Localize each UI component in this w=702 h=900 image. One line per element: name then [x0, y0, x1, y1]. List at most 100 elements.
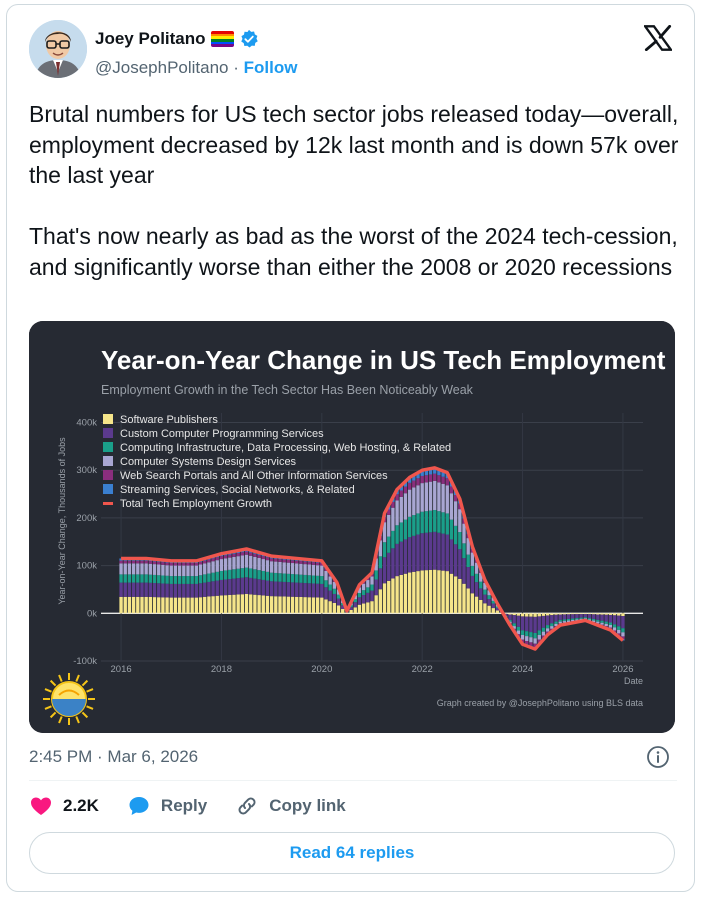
stacked-bar-segment	[320, 583, 324, 598]
stacked-bar-segment	[596, 614, 600, 620]
stacked-bar-segment	[441, 471, 445, 477]
stacked-bar-segment	[361, 583, 366, 591]
y-tick-label: 200k	[76, 513, 97, 524]
stacked-bar-segment	[617, 626, 621, 630]
stacked-bar-segment	[257, 570, 261, 580]
stacked-bar-segment	[307, 564, 311, 576]
stacked-bar-segment	[412, 487, 416, 516]
stacked-bar-segment	[219, 556, 224, 560]
stacked-bar-segment	[161, 564, 165, 576]
stacked-bar-segment	[441, 512, 445, 534]
stacked-bar-segment	[203, 560, 207, 564]
tweet-media-chart[interactable]: Year-on-Year Change in US Tech Employmen…	[29, 321, 675, 733]
stacked-bar-segment	[236, 568, 240, 579]
stacked-bar-segment	[345, 612, 349, 614]
stacked-bar-segment	[157, 597, 161, 614]
stacked-bar-segment	[424, 482, 429, 512]
stacked-bar-segment	[311, 564, 316, 576]
stacked-bar-segment	[596, 613, 600, 615]
legend-swatch	[103, 414, 113, 424]
stacked-bar-segment	[445, 534, 449, 572]
tweet-timestamp[interactable]: 2:45 PM · Mar 6, 2026	[29, 747, 199, 766]
stacked-bar-segment	[119, 563, 123, 575]
stacked-bar-segment	[470, 565, 475, 576]
stacked-bar-segment	[232, 553, 236, 557]
stacked-bar-segment	[420, 475, 424, 484]
stacked-bar-segment	[541, 635, 546, 639]
stacked-bar-segment	[278, 581, 282, 597]
stacked-bar-segment	[407, 516, 412, 538]
stacked-bar-segment	[416, 513, 420, 535]
stacked-bar-segment	[295, 596, 299, 614]
stacked-bar-segment	[157, 583, 161, 598]
stacked-bar-segment	[562, 614, 567, 620]
stacked-bar-segment	[127, 574, 132, 583]
stacked-bar-segment	[207, 562, 211, 574]
stacked-bar-segment	[537, 630, 541, 636]
stacked-bar-segment	[591, 614, 596, 619]
stacked-bar-segment	[437, 511, 441, 533]
stacked-bar-segment	[286, 559, 291, 563]
stacked-bar-segment	[232, 594, 236, 614]
stacked-bar-segment	[487, 595, 491, 600]
stacked-bar-segment	[232, 578, 236, 595]
stacked-bar-segment	[207, 573, 211, 582]
stacked-bar-segment	[228, 557, 232, 570]
stacked-bar-segment	[249, 555, 253, 569]
stacked-bar-segment	[336, 594, 341, 599]
stacked-bar-segment	[223, 570, 228, 580]
stacked-bar-segment	[449, 519, 454, 540]
stacked-bar-segment	[445, 485, 449, 514]
stacked-bar-segment	[587, 614, 592, 619]
sun-ray	[44, 705, 52, 710]
stacked-bar-segment	[228, 554, 232, 558]
stacked-bar-segment	[194, 576, 199, 584]
stacked-bar-segment	[458, 532, 462, 550]
stacked-bar-segment	[621, 636, 625, 640]
author-handle[interactable]: @JosephPolitano	[95, 58, 229, 77]
stacked-bar-segment	[483, 589, 487, 595]
stacked-bar-segment	[286, 582, 291, 597]
stacked-bar-segment	[516, 630, 521, 635]
legend-swatch	[103, 470, 113, 480]
follow-button[interactable]: Follow	[243, 58, 298, 77]
stacked-bar-segment	[445, 478, 449, 486]
read-replies-button[interactable]: Read 64 replies	[29, 832, 675, 874]
stacked-bar-segment	[462, 543, 466, 559]
stacked-bar-segment	[169, 562, 173, 566]
x-logo-icon[interactable]	[644, 25, 672, 51]
stacked-bar-segment	[407, 537, 412, 573]
info-icon[interactable]	[646, 745, 670, 769]
stacked-bar-segment	[211, 558, 215, 562]
stacked-bar-segment	[612, 613, 617, 616]
stacked-bar-segment	[131, 574, 136, 583]
stacked-bar-segment	[487, 590, 491, 596]
like-button[interactable]: 2.2K	[29, 794, 99, 818]
stacked-bar-segment	[600, 622, 604, 625]
stacked-bar-segment	[520, 616, 525, 631]
stacked-bar-segment	[508, 619, 512, 622]
stacked-bar-segment	[424, 570, 429, 614]
sun-ray	[49, 711, 57, 719]
sun-ray	[81, 711, 89, 719]
stacked-bar-segment	[223, 579, 228, 596]
stacked-bar-segment	[182, 597, 186, 614]
stacked-bar-segment	[286, 596, 291, 614]
author-name[interactable]: Joey Politano	[95, 29, 206, 48]
stacked-bar-segment	[420, 570, 424, 614]
stacked-bar-segment	[357, 592, 362, 598]
stacked-bar-segment	[119, 560, 123, 564]
stacked-bar-segment	[219, 559, 224, 571]
legend-label: Web Search Portals and All Other Informa…	[120, 470, 388, 482]
stacked-bar-segment	[424, 475, 429, 483]
stacked-bar-segment	[240, 552, 245, 556]
stacked-bar-segment	[249, 552, 253, 556]
reply-button[interactable]: Reply	[127, 794, 207, 818]
y-tick-label: -100k	[73, 656, 97, 667]
copy-link-button[interactable]: Copy link	[235, 794, 346, 818]
stacked-bar-segment	[244, 577, 249, 594]
stacked-bar-segment	[136, 563, 140, 575]
avatar[interactable]	[29, 20, 87, 78]
stacked-bar-segment	[269, 581, 274, 597]
stacked-bar-segment	[257, 554, 261, 558]
